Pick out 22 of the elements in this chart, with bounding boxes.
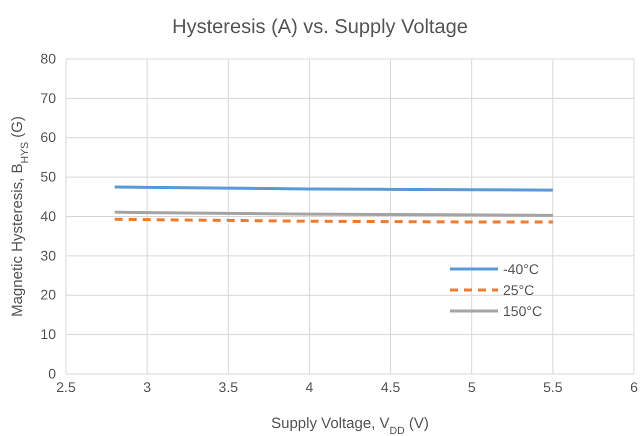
chart-title: Hysteresis (A) vs. Supply Voltage [172,16,468,38]
y-tick-label: 60 [40,129,56,146]
x-tick-label: 3 [143,378,152,395]
y-tick-label: 30 [40,247,56,264]
legend-label: 25°C [503,282,534,298]
y-tick-label: 50 [40,168,56,185]
y-tick-label: 80 [40,50,56,66]
x-tick-label: 5.5 [543,378,563,395]
x-tick-label: 4 [306,378,314,395]
legend-label: -40°C [503,261,539,277]
legend-label: 150°C [503,303,542,319]
x-tick-label: 4.5 [380,378,401,395]
y-tick-label: 0 [48,365,56,382]
y-tick-label: 10 [40,326,56,342]
x-tick-label: 6 [630,378,638,395]
y-tick-label: 40 [40,208,56,224]
x-tick-label: 2.5 [56,378,76,395]
y-tick-label: 20 [40,286,56,303]
x-tick-label: 3.5 [218,378,238,395]
x-axis-title: Supply Voltage, V$_{DD}$ (V) [271,415,429,436]
y-tick-label: 70 [40,90,56,106]
x-tick-label: 5 [468,378,476,395]
